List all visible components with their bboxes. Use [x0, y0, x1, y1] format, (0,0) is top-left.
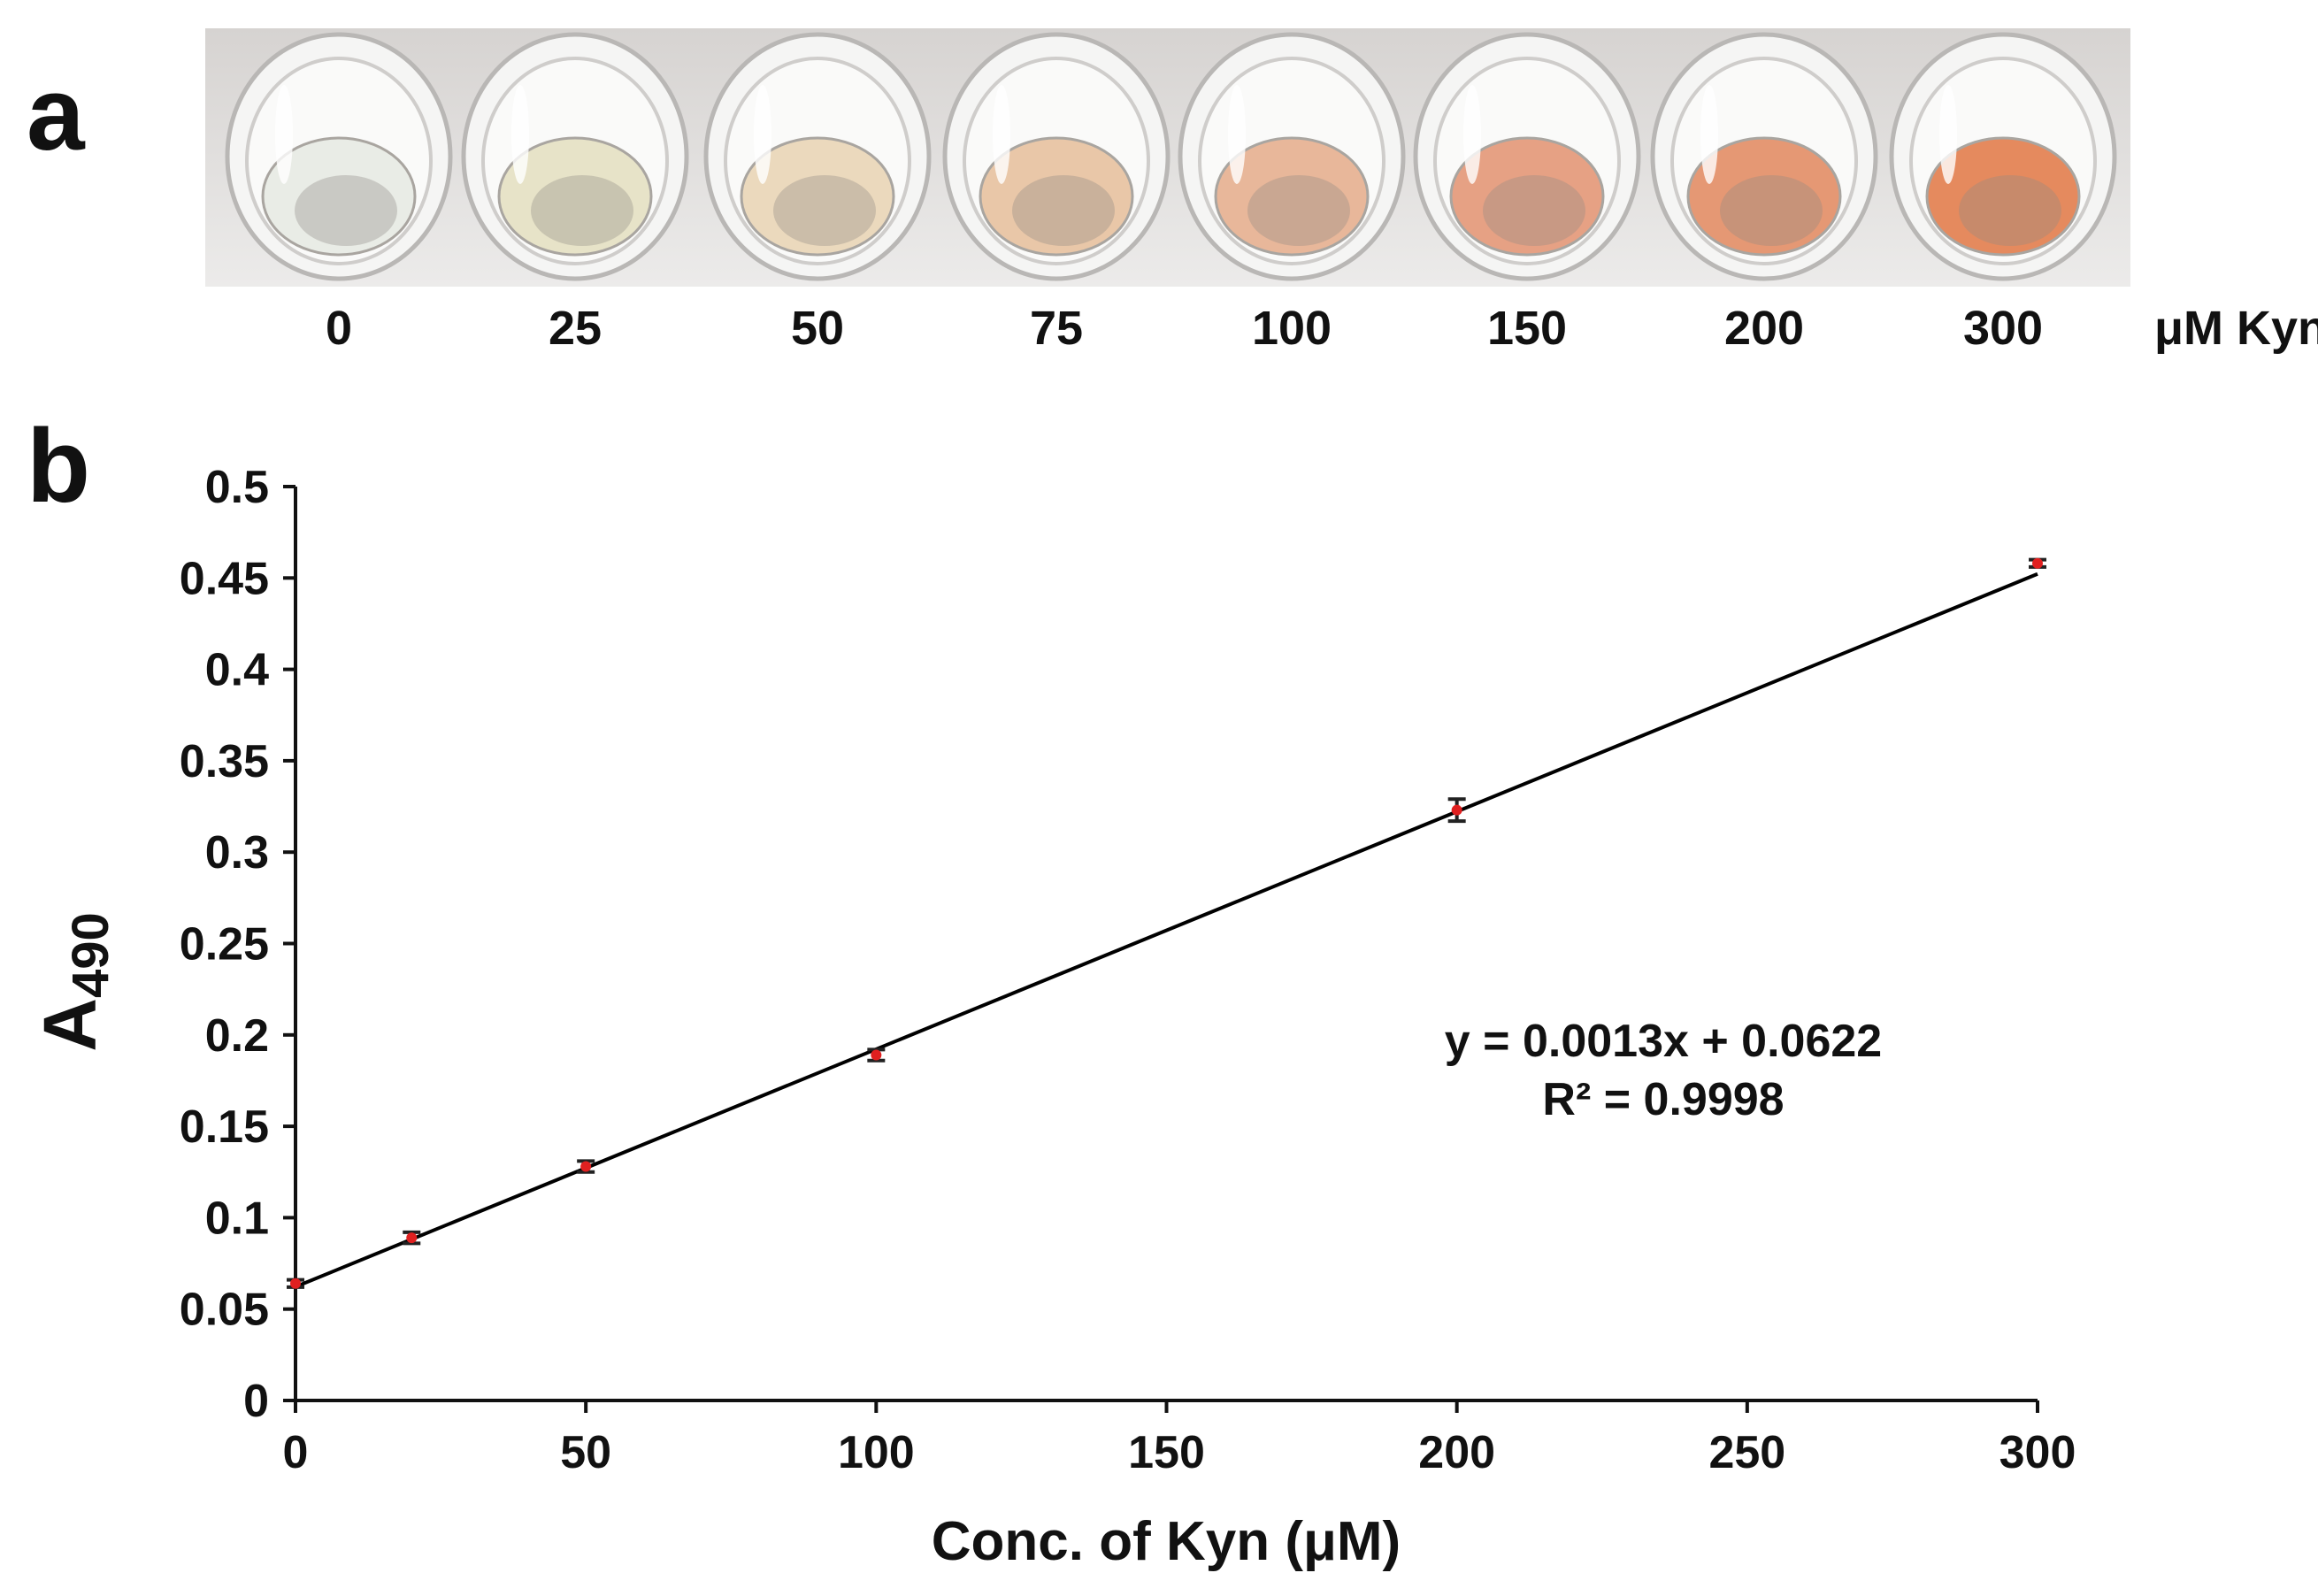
- y-tick-label: 0.35: [180, 736, 269, 787]
- well-label-300: 300: [1962, 302, 2044, 355]
- well-label-50: 50: [790, 302, 845, 355]
- well-label-75: 75: [1029, 302, 1084, 355]
- sample-wells-photo: [205, 28, 2130, 287]
- well-label-150: 150: [1486, 302, 1568, 355]
- data-marker: [406, 1232, 418, 1244]
- panel-b-label: b: [27, 408, 91, 525]
- x-tick-label: 250: [1708, 1427, 1785, 1478]
- well-25: [461, 32, 689, 281]
- well-300: [1889, 32, 2117, 281]
- well-75: [942, 32, 1171, 281]
- x-tick-label: 100: [838, 1427, 915, 1478]
- data-point: [577, 1159, 595, 1174]
- data-marker: [290, 1278, 301, 1289]
- regression-equation: y = 0.0013x + 0.0622: [1445, 1016, 1882, 1067]
- y-tick-label: 0.15: [180, 1101, 269, 1153]
- well-100: [1178, 32, 1406, 281]
- y-tick-label: 0.45: [180, 553, 269, 604]
- y-axis-title: A490: [28, 912, 119, 1051]
- panel-a-label: a: [27, 56, 85, 173]
- r-squared: R² = 0.9998: [1542, 1074, 1784, 1125]
- well-label-0: 0: [325, 302, 353, 355]
- data-marker: [2032, 557, 2043, 569]
- data-marker: [1451, 804, 1462, 816]
- data-point: [867, 1047, 886, 1063]
- data-marker: [580, 1161, 592, 1172]
- well-label-200: 200: [1723, 302, 1805, 355]
- kyn-calibration-chart: 0 50 100 150 200 250 300 0 0.05 0.1 0.15 0.2 0.25 0.3…: [28, 462, 2076, 1572]
- y-tick-label: 0.05: [180, 1285, 269, 1336]
- x-tick-label: 300: [1999, 1427, 2076, 1478]
- concentration-unit-label: μM Kyn: [2154, 302, 2318, 355]
- data-point: [1447, 797, 1466, 824]
- x-tick-label: 200: [1418, 1427, 1495, 1478]
- well-0: [225, 32, 453, 281]
- well-50: [703, 32, 932, 281]
- well-label-25: 25: [548, 302, 603, 355]
- y-tick-label: 0.5: [205, 462, 269, 513]
- y-axis-title-main: A: [28, 998, 111, 1052]
- x-tick-label: 150: [1128, 1427, 1205, 1478]
- well-label-100: 100: [1251, 302, 1332, 355]
- well-200: [1650, 32, 1878, 281]
- well-150: [1413, 32, 1641, 281]
- data-point: [403, 1230, 421, 1246]
- x-tick-label: 50: [560, 1427, 611, 1478]
- trendline: [295, 572, 2038, 1289]
- x-axis-title: Conc. of Kyn (μM): [932, 1511, 1401, 1572]
- data-marker: [871, 1049, 882, 1061]
- y-axis-title-subscript: 490: [62, 912, 119, 998]
- data-point: [2029, 557, 2046, 569]
- y-tick-label: 0.25: [180, 919, 269, 971]
- data-point: [287, 1278, 304, 1289]
- x-tick-label: 0: [283, 1427, 309, 1478]
- y-tick-label: 0.2: [205, 1010, 269, 1062]
- y-tick-label: 0: [243, 1376, 269, 1427]
- y-tick-label: 0.1: [205, 1193, 269, 1244]
- y-tick-label: 0.3: [205, 827, 269, 879]
- y-tick-label: 0.4: [205, 645, 269, 696]
